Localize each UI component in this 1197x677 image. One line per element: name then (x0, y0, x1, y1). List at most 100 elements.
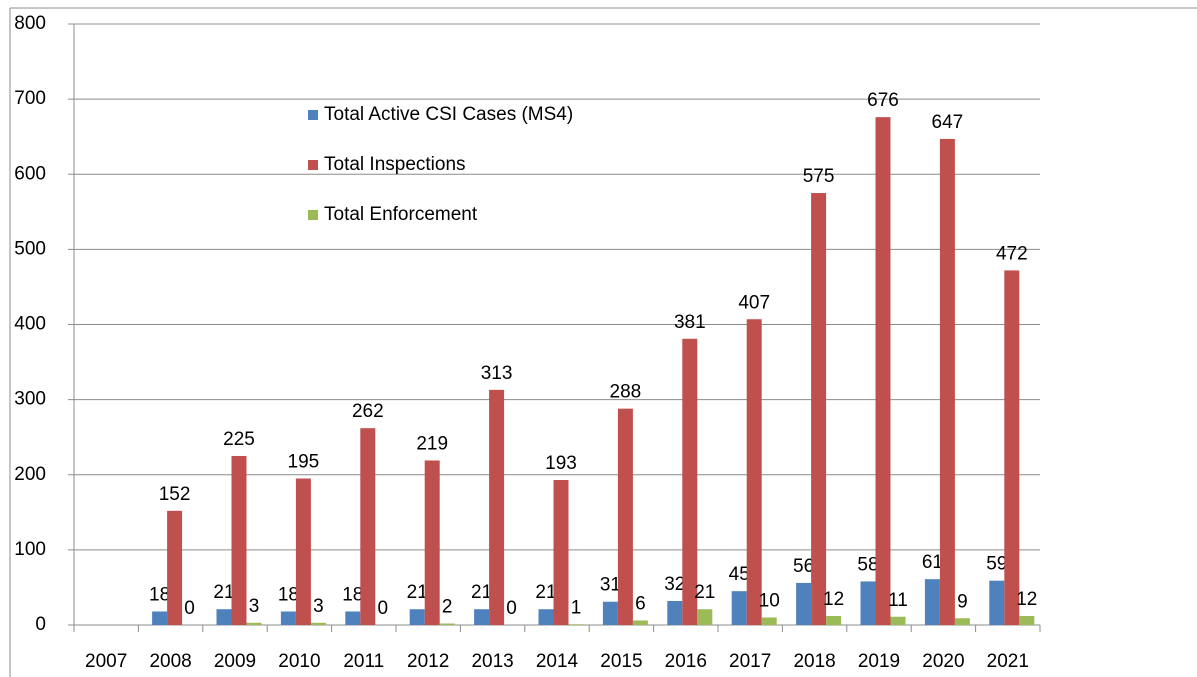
bar (632, 620, 648, 625)
y-tick-label: 400 (14, 314, 46, 335)
bar (667, 600, 683, 625)
bar (826, 615, 842, 625)
bar (280, 611, 296, 625)
bar (682, 338, 698, 625)
data-label: 152 (159, 484, 191, 505)
bar (860, 581, 876, 625)
bar (360, 428, 376, 625)
bar (811, 193, 827, 625)
data-label: 21 (213, 582, 234, 603)
x-tick-label: 2008 (149, 651, 191, 672)
bar (875, 117, 891, 625)
data-label: 219 (416, 433, 448, 454)
data-label: 12 (1016, 589, 1037, 610)
bar (424, 460, 440, 625)
y-tick-label: 600 (14, 163, 46, 184)
bar (310, 622, 326, 625)
data-label: 676 (867, 90, 899, 111)
data-label: 0 (184, 598, 195, 619)
data-label: 21 (471, 582, 492, 603)
data-label: 18 (278, 584, 299, 605)
bar (439, 623, 455, 625)
bar (489, 389, 505, 625)
bar (231, 455, 247, 625)
bar (1004, 270, 1020, 625)
x-tick-label: 2014 (536, 651, 579, 672)
x-tick-label: 2009 (214, 651, 256, 672)
y-tick-label: 100 (14, 539, 46, 560)
x-tick-label: 2010 (278, 651, 320, 672)
x-tick-label: 2012 (407, 651, 449, 672)
y-tick-label: 0 (35, 614, 46, 635)
x-tick-label: 2013 (471, 651, 513, 672)
data-label: 193 (545, 453, 577, 474)
data-label: 407 (738, 292, 770, 313)
bar (939, 138, 955, 625)
x-tick-label: 2017 (729, 651, 771, 672)
y-tick-label: 200 (14, 464, 46, 485)
data-label: 3 (249, 596, 260, 617)
data-label: 0 (378, 598, 389, 619)
bar (538, 609, 554, 625)
data-label: 6 (635, 594, 646, 615)
bar (617, 408, 633, 625)
x-tick-label: 2016 (665, 651, 707, 672)
x-tick-label: 2020 (922, 651, 964, 672)
data-label: 21 (694, 582, 715, 603)
bar (989, 580, 1005, 625)
y-tick-label: 500 (14, 238, 46, 259)
bar (345, 611, 361, 625)
data-label: 647 (932, 112, 964, 133)
x-tick-label: 2011 (343, 651, 384, 672)
x-tick-label: 2018 (793, 651, 835, 672)
data-label: 18 (149, 584, 170, 605)
x-tick-label: 2019 (858, 651, 900, 672)
data-label: 9 (957, 591, 968, 612)
data-label: 195 (288, 452, 320, 473)
data-label: 2 (442, 597, 453, 618)
data-label: 61 (922, 552, 943, 573)
data-label: 262 (352, 401, 384, 422)
data-label: 10 (759, 591, 780, 612)
bar (409, 609, 425, 625)
data-label: 313 (481, 363, 513, 384)
bar (954, 618, 970, 625)
bar (924, 579, 940, 625)
y-tick-label: 700 (14, 88, 46, 109)
x-tick-label: 2007 (85, 651, 127, 672)
legend-label: Total Enforcement (324, 204, 478, 225)
data-label: 0 (506, 598, 517, 619)
bar (746, 319, 762, 625)
bar (295, 478, 311, 625)
legend-label: Total Active CSI Cases (MS4) (324, 104, 573, 125)
bar (602, 601, 618, 625)
bar (246, 622, 262, 625)
data-label: 56 (793, 556, 814, 577)
bar (216, 609, 232, 625)
bar (553, 480, 569, 625)
x-tick-label: 2015 (600, 651, 642, 672)
bar (474, 609, 490, 625)
legend-swatch (308, 110, 318, 120)
data-label: 31 (600, 575, 621, 596)
bar (1019, 615, 1035, 625)
legend-swatch (308, 160, 318, 170)
data-label: 21 (535, 582, 556, 603)
data-label: 1 (571, 597, 582, 618)
y-tick-label: 300 (14, 389, 46, 410)
bar (152, 611, 168, 625)
legend-label: Total Inspections (324, 154, 466, 175)
bar (796, 582, 812, 625)
data-label: 381 (674, 312, 706, 333)
legend-swatch (308, 210, 318, 220)
data-label: 45 (729, 564, 750, 585)
data-label: 472 (996, 243, 1028, 264)
data-label: 288 (610, 382, 642, 403)
data-label: 21 (407, 582, 428, 603)
bar (568, 624, 584, 625)
data-label: 225 (223, 429, 255, 450)
bar (167, 510, 183, 625)
y-tick-label: 800 (14, 13, 46, 34)
data-label: 32 (664, 574, 685, 595)
